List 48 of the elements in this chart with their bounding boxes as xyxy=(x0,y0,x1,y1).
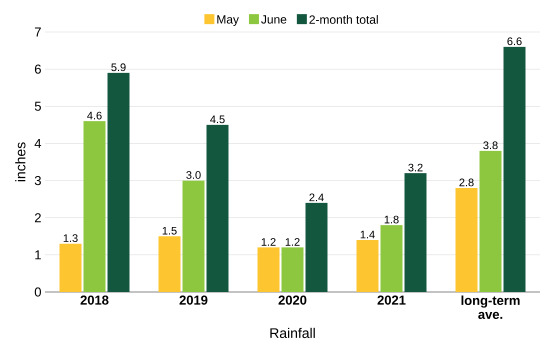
bar xyxy=(158,236,180,292)
data-label: 1.2 xyxy=(262,238,276,246)
bar xyxy=(356,240,378,292)
legend-label: May xyxy=(217,15,239,26)
x-axis-title: Rainfall xyxy=(270,328,315,338)
x-tick-label: 2021 xyxy=(378,296,406,305)
data-label: 1.5 xyxy=(162,226,177,235)
bar xyxy=(504,46,526,292)
data-label: 4.5 xyxy=(210,116,225,124)
y-tick-label: 1 xyxy=(35,250,41,260)
bar xyxy=(480,150,502,292)
y-tick-label: 4 xyxy=(34,138,42,148)
data-label: 1.4 xyxy=(360,230,375,238)
data-label: 2.8 xyxy=(459,178,474,186)
bar xyxy=(206,124,228,292)
y-axis-title: inches xyxy=(15,142,26,182)
data-label: 6.6 xyxy=(507,37,522,46)
bar xyxy=(84,121,106,292)
y-tick-label: 3 xyxy=(34,176,41,186)
bar xyxy=(60,244,82,292)
x-tick-label: 2019 xyxy=(180,296,208,305)
legend-label: 2-month total xyxy=(309,15,378,24)
bar xyxy=(404,173,426,292)
data-label: 3.8 xyxy=(483,141,498,150)
bar xyxy=(108,72,130,292)
y-tick-label: 0 xyxy=(34,287,41,297)
data-label: 3.0 xyxy=(186,171,201,179)
x-tick-label: 2018 xyxy=(80,296,109,305)
x-tick-label: 2020 xyxy=(278,296,306,305)
data-label: 4.6 xyxy=(87,112,102,120)
bar xyxy=(282,247,304,292)
y-tick-label: 6 xyxy=(34,64,41,74)
x-tick-label: long-term ave. xyxy=(462,296,520,319)
y-tick-label: 2 xyxy=(34,213,41,222)
data-label: 1.8 xyxy=(384,216,399,224)
bar xyxy=(306,202,328,292)
bar xyxy=(258,247,280,292)
data-label: 1.2 xyxy=(286,238,300,246)
data-label: 2.4 xyxy=(309,194,324,202)
data-label: 5.9 xyxy=(111,63,126,72)
bar xyxy=(380,225,402,292)
y-tick-label: 5 xyxy=(34,102,41,111)
bar xyxy=(182,180,204,292)
y-tick-label: 7 xyxy=(34,28,41,36)
data-label: 3.2 xyxy=(408,164,423,172)
data-label: 1.3 xyxy=(64,234,78,242)
legend-label: June xyxy=(261,15,286,24)
bar xyxy=(456,188,478,292)
